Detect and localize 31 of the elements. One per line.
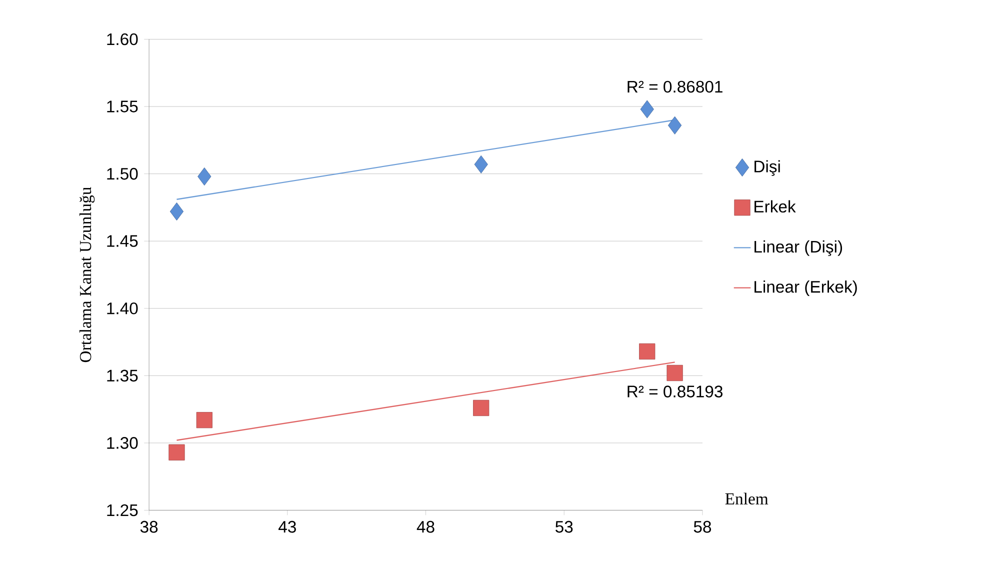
x-tick-label: 43 (278, 520, 296, 533)
x-tick-label: 58 (694, 520, 712, 533)
point (473, 400, 490, 416)
point (666, 364, 683, 382)
y-tick-label: 1.50 (107, 168, 138, 180)
point (640, 100, 654, 118)
point (198, 167, 212, 186)
annotation: R² = 0.86801 (628, 80, 722, 93)
y-axis-title: Ortalama Kanat Uzunluğu (79, 187, 95, 362)
x-tick-label: 53 (556, 520, 573, 533)
legend-label: Linear (Erkek) (754, 280, 857, 296)
x-axis-title: Enlem (725, 492, 768, 504)
y-tick-label: 1.40 (107, 302, 138, 314)
point (168, 444, 185, 460)
y-tick-label: 1.35 (107, 370, 138, 382)
x-tick-label: 48 (416, 520, 434, 533)
annotation: R² = 0.85193 (628, 386, 722, 398)
y-tick-label: 1.55 (107, 100, 138, 112)
y-tick-label: 1.25 (107, 504, 138, 516)
y-tick-label: 1.45 (107, 235, 138, 247)
point (170, 202, 184, 221)
point (196, 412, 212, 428)
point (668, 116, 682, 134)
y-tick-label: 1.60 (107, 33, 138, 46)
y-tick-label: 1.30 (107, 437, 138, 449)
legend-label: Dişi (754, 160, 780, 176)
legend-label: Erkek (754, 200, 796, 213)
legend-label: Linear (Dişi) (754, 240, 842, 256)
point (639, 343, 656, 360)
point (474, 155, 488, 174)
x-tick-label: 38 (140, 520, 158, 533)
